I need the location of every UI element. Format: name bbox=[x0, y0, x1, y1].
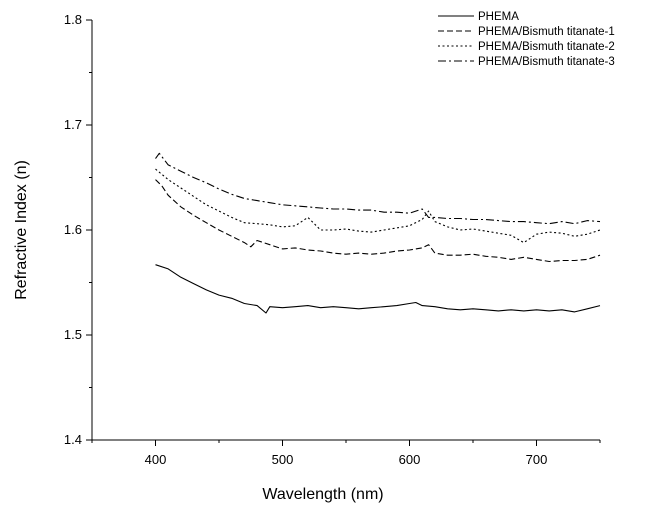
series-line-3 bbox=[155, 168, 601, 244]
legend-label-3: PHEMA/Bismuth titanate-2 bbox=[478, 41, 615, 53]
legend-label-1: PHEMA bbox=[478, 11, 519, 23]
y-tick-label: 1.8 bbox=[64, 12, 82, 27]
x-tick-label: 400 bbox=[145, 452, 167, 467]
plot-area bbox=[91, 20, 600, 441]
legend: PHEMA PHEMA/Bismuth titanate-1 PHEMA/Bismu… bbox=[438, 11, 615, 68]
x-tick-label: 600 bbox=[399, 452, 421, 467]
y-tick-label: 1.4 bbox=[64, 432, 82, 447]
x-axis-title: Wavelength (nm) bbox=[262, 486, 383, 503]
y-tick-label: 1.6 bbox=[64, 222, 82, 237]
x-tick-label: 500 bbox=[272, 452, 294, 467]
y-tick-label: 1.7 bbox=[64, 117, 82, 132]
x-tick-label: 700 bbox=[526, 452, 548, 467]
series-group bbox=[155, 152, 601, 314]
series-line-4 bbox=[155, 152, 601, 225]
legend-label-4: PHEMA/Bismuth titanate-3 bbox=[478, 56, 615, 68]
series-line-1 bbox=[155, 264, 601, 314]
y-tick-label: 1.5 bbox=[64, 327, 82, 342]
y-axis-title: Refractive Index (n) bbox=[13, 160, 30, 300]
legend-label-2: PHEMA/Bismuth titanate-1 bbox=[478, 26, 615, 38]
y-axis-ticks: 1.4 1.5 1.6 1.7 1.8 bbox=[64, 12, 92, 447]
series-line-2 bbox=[155, 179, 601, 263]
x-axis-ticks: 400 500 600 700 bbox=[91, 440, 601, 467]
